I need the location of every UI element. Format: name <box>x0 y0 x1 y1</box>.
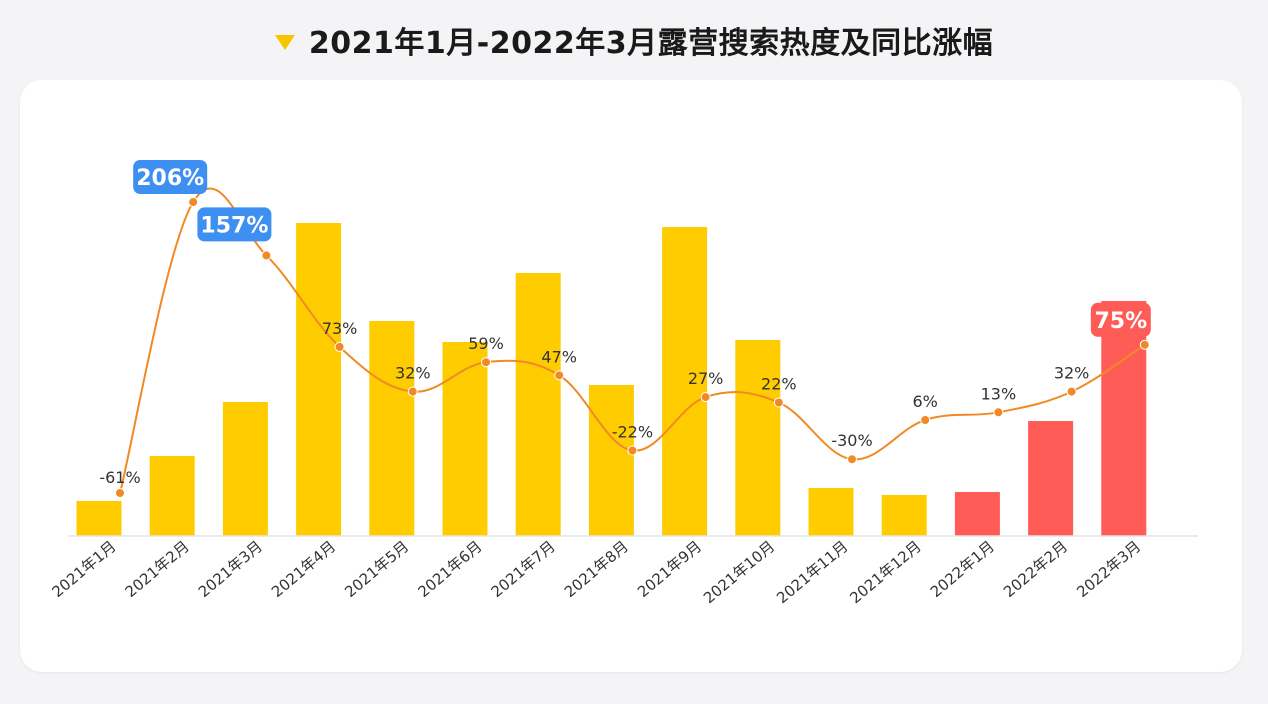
yoy-point-12 <box>920 415 931 425</box>
yoy-label-4: 73% <box>322 319 358 338</box>
yoy-label-8: -22% <box>612 423 653 442</box>
bars-layer <box>76 223 1147 536</box>
x-tick-label: 2021年2月 <box>122 537 193 601</box>
chart-svg: 2021年1月 2021年2月 2021年3月 2021年4月 2021年5月 2021年… <box>48 160 1198 607</box>
bar-8 <box>588 385 634 536</box>
chart-card: 2021年1月 2021年2月 2021年3月 2021年4月 2021年5月 2021年… <box>20 80 1242 672</box>
bar-2 <box>149 456 195 536</box>
x-tick-labels: 2021年1月 2021年2月 2021年3月 2021年4月 2021年5月 2021年… <box>48 537 1144 607</box>
triangle-down-icon <box>274 34 295 50</box>
x-tick-label: 2021年7月 <box>488 537 559 601</box>
yoy-badge-text: 157% <box>200 213 268 238</box>
bar-6 <box>442 342 488 536</box>
yoy-label-5: 32% <box>395 364 431 383</box>
yoy-label-1: -61% <box>99 468 140 487</box>
yoy-point-11 <box>847 454 857 465</box>
yoy-badge-text: 206% <box>136 166 204 191</box>
bar-9 <box>662 227 708 536</box>
yoy-point-4 <box>334 341 345 352</box>
yoy-badge-2: 206% <box>133 160 208 194</box>
yoy-badge-text: 75% <box>1094 309 1147 334</box>
yoy-point-13 <box>993 407 1004 418</box>
x-tick-label: 2021年9月 <box>634 537 705 601</box>
x-tick-label: 2021年12月 <box>846 537 924 607</box>
yoy-point-8 <box>627 445 638 456</box>
yoy-point-3 <box>261 250 272 261</box>
yoy-label-14: 32% <box>1054 364 1090 383</box>
yoy-point-14 <box>1066 386 1077 397</box>
yoy-badge-3: 157% <box>197 207 272 242</box>
yoy-point-1 <box>115 488 125 498</box>
yoy-point-10 <box>773 397 784 408</box>
yoy-label-13: 13% <box>981 384 1017 403</box>
chart-title-row: 2021年1月-2022年3月露营搜索热度及同比涨幅 <box>0 0 1268 80</box>
bar-15 <box>1101 301 1147 536</box>
yoy-label-9: 27% <box>688 369 724 388</box>
bar-4 <box>296 223 342 536</box>
x-tick-label: 2021年5月 <box>341 537 412 601</box>
x-tick-label: 2021年8月 <box>561 537 632 601</box>
bar-5 <box>369 321 415 536</box>
yoy-label-11: -30% <box>831 431 872 450</box>
bar-11 <box>808 488 854 536</box>
x-tick-label: 2021年11月 <box>773 537 851 607</box>
bar-13 <box>954 492 1000 536</box>
x-tick-label: 2021年3月 <box>195 537 266 601</box>
yoy-point-6 <box>481 357 491 368</box>
bar-12 <box>881 495 927 536</box>
yoy-points <box>115 197 1150 498</box>
yoy-labels: -61% 206% 157% 73% 32% 59% 47% -22% 27% 22% -30% 6%… <box>99 160 1151 487</box>
yoy-point-2 <box>188 197 199 207</box>
x-tick-label: 2022年1月 <box>927 537 998 601</box>
x-tick-label: 2022年3月 <box>1073 537 1144 601</box>
yoy-label-10: 22% <box>761 375 797 394</box>
yoy-badge-15: 75% <box>1090 302 1151 337</box>
yoy-label-6: 59% <box>468 334 504 353</box>
bar-14 <box>1028 421 1074 536</box>
yoy-label-7: 47% <box>541 347 577 366</box>
yoy-label-12: 6% <box>913 392 938 411</box>
yoy-point-5 <box>407 386 418 397</box>
x-tick-label: 2021年4月 <box>268 537 339 601</box>
bar-1 <box>76 501 122 536</box>
yoy-point-9 <box>700 392 711 403</box>
bar-3 <box>222 402 268 536</box>
bar-10 <box>735 340 781 536</box>
x-tick-label: 2021年10月 <box>700 537 778 607</box>
x-tick-label: 2022年2月 <box>1000 537 1071 601</box>
chart-title: 2021年1月-2022年3月露营搜索热度及同比涨幅 <box>308 26 994 61</box>
yoy-point-15 <box>1139 339 1150 350</box>
bar-7 <box>515 273 561 536</box>
x-tick-label: 2021年1月 <box>48 537 119 601</box>
yoy-point-7 <box>554 370 565 381</box>
x-tick-label: 2021年6月 <box>414 537 485 601</box>
